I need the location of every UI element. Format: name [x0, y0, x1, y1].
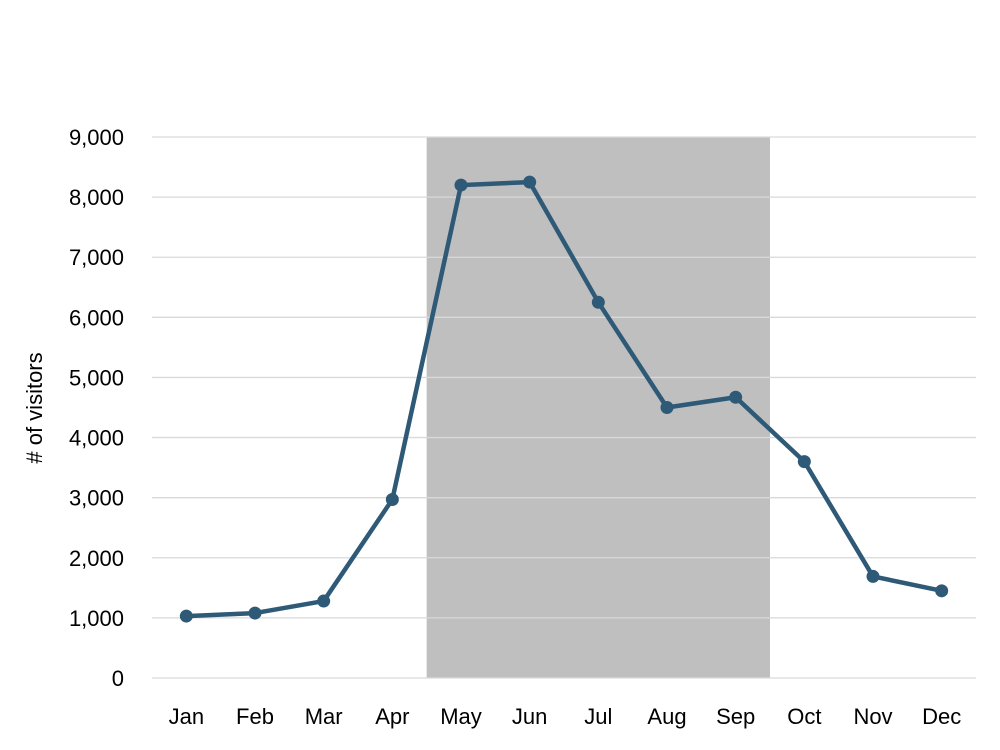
highlight-band — [426, 137, 770, 678]
data-point — [248, 606, 262, 620]
y-tick-label: 1,000 — [69, 606, 124, 631]
highlight-band-layer — [426, 137, 770, 678]
x-tick-label: Oct — [787, 704, 821, 729]
y-tick-label: 6,000 — [69, 305, 124, 330]
x-tick-label: Nov — [853, 704, 892, 729]
data-point — [729, 390, 743, 404]
x-tick-label: Mar — [305, 704, 343, 729]
data-point — [660, 401, 674, 414]
y-tick-label: 2,000 — [69, 546, 124, 571]
y-tick-label: 8,000 — [69, 185, 124, 210]
y-tick-label: 3,000 — [69, 486, 124, 511]
data-point — [385, 492, 399, 506]
y-axis-title: # of visitors — [22, 352, 47, 463]
data-point — [935, 584, 949, 598]
series-layer — [179, 175, 949, 623]
x-tick-label: Jul — [584, 704, 612, 729]
data-point — [317, 594, 331, 608]
x-tick-label: Jun — [512, 704, 547, 729]
x-tick-label: Aug — [647, 704, 686, 729]
y-tick-label: 0 — [112, 666, 124, 691]
x-tick-label: Feb — [236, 704, 274, 729]
data-point — [454, 178, 468, 192]
y-tick-label: 9,000 — [69, 125, 124, 150]
data-point — [866, 569, 880, 583]
x-tick-label: Jan — [169, 704, 204, 729]
x-tick-labels: Jan Feb Mar Apr May Jun Jul Aug Sep Oct Nov Dec — [169, 704, 962, 729]
x-tick-label: Sep — [716, 704, 755, 729]
data-point — [591, 295, 605, 309]
data-point — [797, 455, 811, 469]
y-tick-label: 5,000 — [69, 365, 124, 390]
data-point — [179, 609, 193, 623]
x-tick-label: Dec — [922, 704, 961, 729]
gridlines — [152, 136, 976, 679]
y-tick-label: 7,000 — [69, 245, 124, 270]
series-line — [184, 179, 944, 619]
y-tick-label: 4,000 — [69, 426, 124, 451]
x-tick-label: Apr — [375, 704, 409, 729]
y-tick-labels: 0 1,000 2,000 3,000 4,000 5,000 6,000 7,000 8,00… — [69, 125, 124, 691]
x-tick-label: May — [440, 704, 482, 729]
data-point — [523, 175, 537, 189]
